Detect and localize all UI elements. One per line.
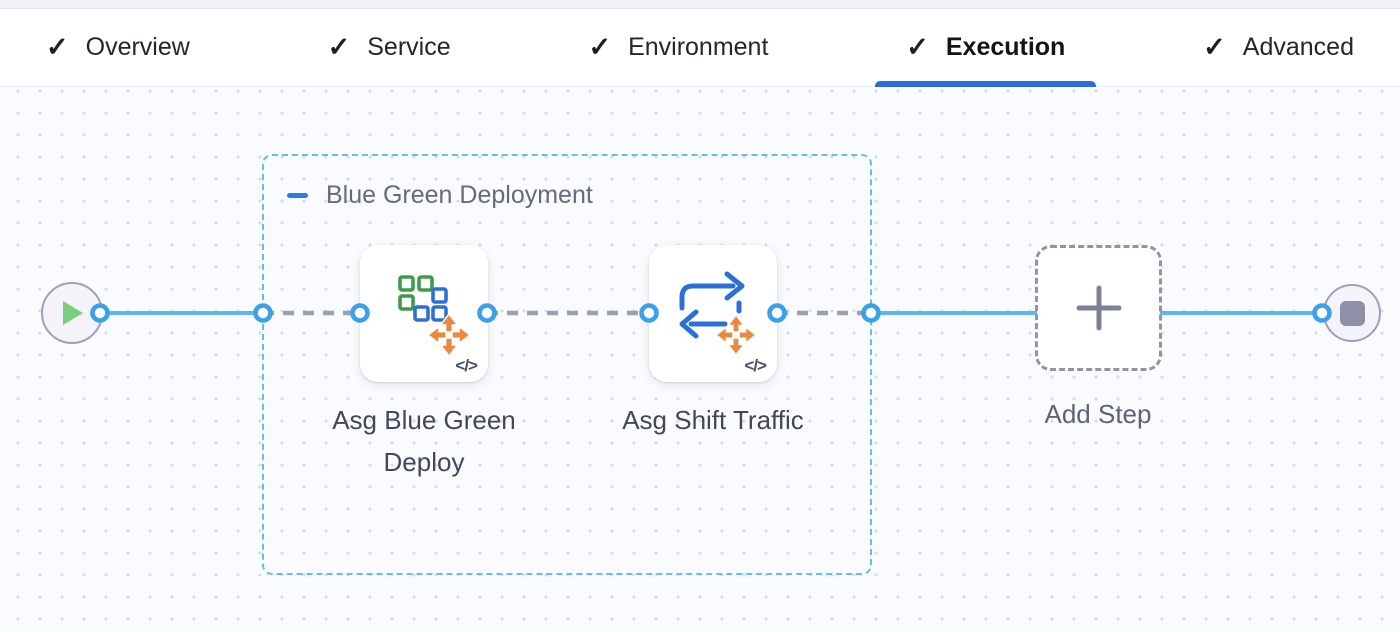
tab-label: Execution [945, 33, 1066, 61]
play-icon [63, 301, 83, 325]
step-group-header: Blue Green Deployment [287, 181, 870, 210]
asg-shift-traffic-icon [679, 271, 758, 357]
check-icon: ✓ [906, 32, 929, 62]
tab-label: Overview [85, 33, 190, 61]
check-icon: ✓ [46, 32, 69, 62]
start-node [41, 282, 103, 344]
active-tab-indicator [875, 81, 1097, 87]
step-group-label: Blue Green Deployment [326, 181, 593, 209]
tab-environment[interactable]: ✓ Environment [557, 9, 799, 86]
step-card-asg-blue-green-deploy[interactable]: </> [360, 245, 488, 382]
tab-overview[interactable]: ✓ Overview [15, 9, 221, 86]
step-group-blue-green-deployment: Blue Green Deployment [262, 154, 872, 575]
tab-advanced[interactable]: ✓ Advanced [1172, 9, 1385, 86]
check-icon: ✓ [1203, 32, 1226, 62]
tab-execution[interactable]: ✓ Execution [875, 9, 1097, 87]
tab-label: Advanced [1242, 33, 1354, 61]
code-icon: </> [744, 356, 767, 375]
plus-icon [1076, 285, 1121, 331]
tab-label: Environment [628, 33, 769, 61]
step-card-asg-shift-traffic[interactable]: </> [649, 245, 777, 382]
check-icon: ✓ [327, 32, 351, 62]
step-label-asg-shift-traffic: Asg Shift Traffic [622, 405, 804, 435]
tab-service[interactable]: ✓ Service [297, 9, 482, 86]
add-step-button[interactable] [1035, 245, 1162, 371]
check-icon: ✓ [588, 32, 612, 62]
asg-blue-green-deploy-icon [398, 275, 472, 358]
move-arrows-icon [426, 312, 472, 358]
move-arrows-icon [714, 313, 758, 357]
top-strip [0, 0, 1400, 9]
code-icon: </> [455, 356, 478, 375]
tab-label: Service [367, 33, 451, 61]
pipeline-stage-tabbar: ✓ Overview ✓ Service ✓ Environment ✓ Exe… [0, 9, 1400, 87]
stop-icon [1339, 300, 1365, 326]
collapse-minus-icon[interactable] [287, 193, 308, 198]
end-node [1323, 284, 1381, 342]
pipeline-canvas: Blue Green Deployment </> [0, 87, 1400, 631]
step-label-asg-blue-green-deploy: Asg Blue Green Deploy [332, 405, 516, 477]
add-step-label: Add Step [1044, 399, 1152, 429]
